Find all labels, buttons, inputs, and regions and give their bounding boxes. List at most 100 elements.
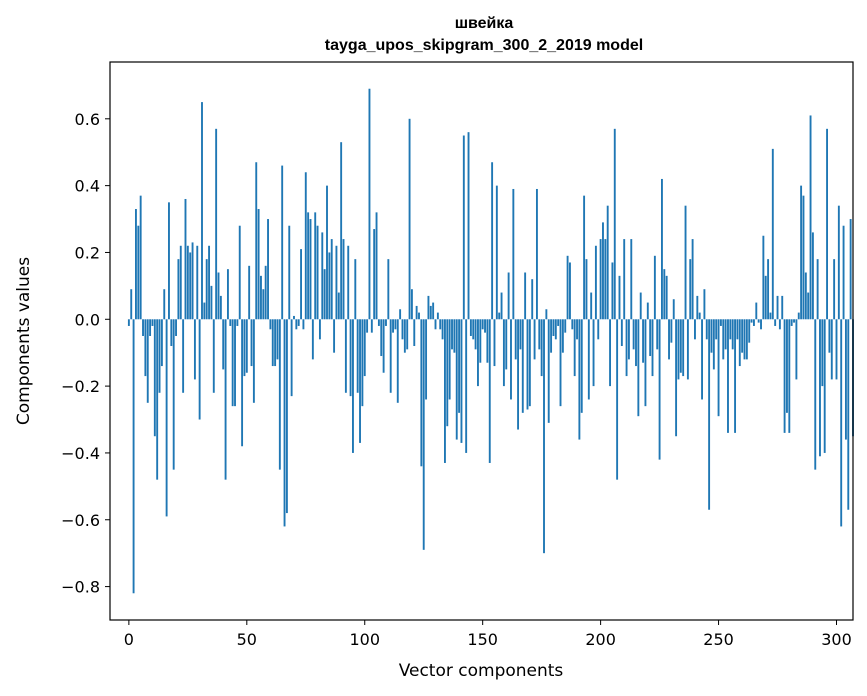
bar-125 — [422, 319, 425, 550]
bar-203 — [606, 205, 609, 320]
bar-172 — [533, 319, 536, 360]
bar-66 — [283, 319, 286, 527]
bar-180 — [552, 319, 555, 336]
bar-185 — [564, 319, 567, 333]
x-tick-label: 300 — [821, 630, 852, 649]
bar-129 — [432, 302, 435, 320]
bar-156 — [495, 185, 498, 320]
bar-16 — [165, 319, 168, 517]
bar-282 — [793, 319, 795, 323]
bar-71 — [295, 319, 298, 330]
bar-6 — [142, 319, 144, 336]
bar-26 — [189, 252, 192, 320]
bar-47 — [238, 225, 241, 320]
bar-8 — [146, 319, 149, 403]
bar-188 — [571, 319, 574, 330]
bar-124 — [420, 319, 423, 467]
bar-110 — [387, 259, 390, 320]
bar-205 — [611, 262, 614, 320]
bar-113 — [394, 319, 397, 330]
bar-31 — [201, 102, 203, 320]
bar-0 — [127, 319, 130, 326]
bar-183 — [559, 319, 562, 407]
bar-63 — [276, 319, 279, 360]
y-tick-label: −0.8 — [61, 578, 100, 597]
bar-158 — [500, 292, 503, 320]
bar-142 — [462, 135, 465, 320]
bar-106 — [377, 319, 380, 326]
bar-120 — [410, 289, 413, 320]
bar-245 — [705, 319, 708, 340]
bar-255 — [729, 319, 732, 340]
bar-36 — [212, 319, 215, 393]
bar-51 — [248, 265, 251, 320]
bar-146 — [472, 319, 475, 340]
bar-177 — [545, 309, 548, 320]
bar-279 — [786, 319, 788, 413]
bar-193 — [583, 195, 586, 320]
bar-93 — [347, 245, 350, 320]
bar-85 — [328, 252, 331, 320]
bar-60 — [269, 319, 272, 330]
bar-42 — [226, 269, 229, 320]
bar-151 — [484, 319, 486, 333]
bar-3 — [135, 209, 137, 320]
bar-189 — [573, 319, 576, 377]
bar-20 — [175, 319, 177, 336]
bar-54 — [255, 162, 258, 320]
bar-119 — [408, 118, 411, 320]
bar-238 — [689, 259, 692, 320]
bar-34 — [208, 245, 211, 320]
bar-194 — [585, 259, 588, 320]
bar-143 — [465, 319, 468, 453]
bar-148 — [477, 319, 479, 387]
bar-222 — [651, 319, 654, 377]
bar-289 — [809, 115, 812, 320]
bar-256 — [731, 319, 734, 350]
bar-162 — [510, 319, 512, 400]
bar-64 — [278, 319, 281, 470]
bar-204 — [609, 319, 611, 387]
bar-211 — [625, 319, 628, 377]
bar-201 — [602, 222, 604, 320]
bar-215 — [635, 319, 637, 367]
bar-37 — [215, 128, 218, 320]
bar-213 — [630, 239, 633, 320]
bar-123 — [418, 312, 420, 320]
bar-246 — [708, 319, 711, 510]
x-axis: 0 50 100 150 200 250 300 — [124, 620, 852, 649]
bar-108 — [382, 319, 385, 373]
bar-22 — [179, 245, 182, 320]
bar-83 — [323, 269, 326, 320]
bar-241 — [696, 295, 699, 320]
bar-217 — [639, 292, 642, 320]
bar-91 — [342, 239, 345, 320]
bar-23 — [182, 319, 185, 393]
bar-136 — [448, 319, 451, 400]
bar-25 — [186, 245, 189, 320]
bar-29 — [196, 245, 199, 320]
bar-13 — [158, 319, 161, 393]
bar-97 — [356, 319, 359, 393]
bar-62 — [274, 319, 277, 367]
bar-195 — [587, 319, 590, 400]
bar-235 — [682, 319, 685, 377]
bar-184 — [561, 319, 564, 353]
bar-187 — [569, 262, 571, 320]
bar-52 — [250, 319, 253, 367]
bar-17 — [168, 202, 170, 320]
bar-299 — [833, 259, 836, 320]
bar-293 — [819, 319, 821, 457]
bar-303 — [842, 225, 845, 320]
bar-281 — [790, 319, 793, 326]
bar-100 — [363, 319, 366, 377]
bar-239 — [691, 239, 694, 320]
bar-304 — [844, 319, 847, 440]
bar-209 — [620, 319, 623, 347]
bar-169 — [526, 319, 529, 410]
bar-4 — [137, 225, 140, 320]
bar-274 — [774, 319, 777, 326]
bar-288 — [807, 292, 810, 320]
bar-220 — [646, 302, 649, 320]
